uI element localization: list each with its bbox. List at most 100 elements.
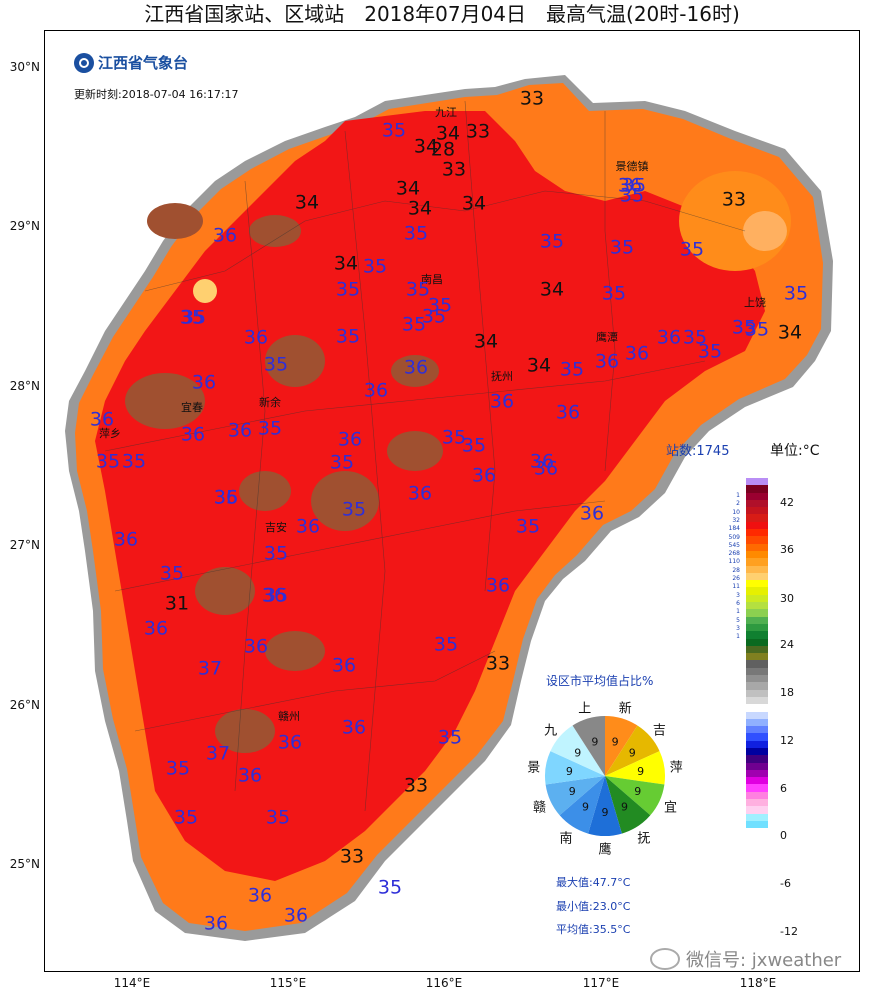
colorbar-cell bbox=[746, 689, 768, 697]
colorbar-cell bbox=[746, 711, 768, 719]
colorbar-tick: -6 bbox=[780, 877, 791, 890]
station-value: 36 bbox=[243, 635, 269, 658]
city-label: 鹰潭 bbox=[596, 331, 618, 344]
pie-label: 宜 bbox=[663, 800, 677, 816]
station-value: 36 bbox=[403, 356, 429, 379]
lat-label: 27°N bbox=[9, 538, 40, 552]
station-value: 33 bbox=[721, 188, 747, 211]
station-value: 35 bbox=[377, 876, 403, 899]
station-value: 36 bbox=[212, 224, 238, 247]
pie-value: 9 bbox=[629, 746, 636, 759]
station-value: 35 bbox=[559, 358, 585, 381]
station-value: 33 bbox=[519, 87, 545, 110]
station-value: 36 bbox=[489, 390, 515, 413]
colorbar-cell bbox=[746, 733, 768, 741]
region-red bbox=[95, 111, 765, 881]
station-value: 36 bbox=[656, 326, 682, 349]
colorbar-cell bbox=[746, 602, 768, 610]
pie-label: 鹰 bbox=[598, 842, 612, 858]
colorbar-count: 10 bbox=[732, 508, 740, 516]
pie-slice bbox=[605, 776, 651, 834]
colorbar-cell bbox=[746, 550, 768, 559]
station-value: 35 bbox=[731, 316, 757, 339]
hotspot bbox=[311, 471, 379, 531]
colorbar-cell bbox=[746, 762, 768, 770]
colorbar-tick: 6 bbox=[780, 782, 787, 795]
colorbar-count: 5 bbox=[736, 616, 740, 624]
lon-label: 115°E bbox=[269, 976, 307, 990]
pie-value: 9 bbox=[634, 785, 641, 798]
colorbar-cell bbox=[746, 813, 768, 821]
hotspot bbox=[215, 709, 275, 753]
city-label: 宜春 bbox=[181, 401, 203, 414]
colorbar-cell bbox=[746, 791, 768, 800]
station-value: 35 bbox=[257, 417, 283, 440]
station-value: 35 bbox=[437, 726, 463, 749]
pie-slice bbox=[572, 716, 605, 776]
pie-slice bbox=[605, 751, 665, 785]
colorbar-cell bbox=[746, 718, 768, 727]
station-value: 35 bbox=[744, 318, 770, 341]
station-value: 35 bbox=[265, 806, 291, 829]
colorbar-cell bbox=[746, 485, 768, 493]
pie-value: 9 bbox=[602, 806, 609, 819]
pie-slice bbox=[559, 776, 605, 834]
station-value: 33 bbox=[441, 158, 467, 181]
colorbar-count: 184 bbox=[728, 525, 740, 533]
logo-text: 江西省气象台 bbox=[98, 54, 189, 72]
colorbar-cell bbox=[746, 696, 768, 705]
city-label: 萍乡 bbox=[99, 427, 121, 440]
pie-slice bbox=[605, 776, 665, 816]
station-value: 36 bbox=[143, 617, 169, 640]
colorbar-cell bbox=[746, 653, 768, 661]
station-value: 36 bbox=[341, 716, 367, 739]
colorbar-cell bbox=[746, 521, 768, 530]
colorbar-cell bbox=[746, 806, 768, 814]
station-value: 36 bbox=[277, 731, 303, 754]
colorbar-count: 1 bbox=[736, 633, 740, 641]
pie-title: 设区市平均值占比% bbox=[546, 674, 654, 688]
station-value: 35 bbox=[213, 486, 239, 509]
station-value: 34 bbox=[539, 278, 565, 301]
logo: 江西省气象台 bbox=[74, 52, 188, 73]
station-value: 35 bbox=[181, 306, 207, 329]
colorbar bbox=[746, 478, 768, 829]
city-label: 抚州 bbox=[491, 370, 513, 383]
pie-value: 9 bbox=[612, 735, 619, 748]
station-value: 36 bbox=[227, 419, 253, 442]
colorbar-cell bbox=[746, 536, 768, 544]
colorbar-cell bbox=[746, 638, 768, 646]
pie-label: 九 bbox=[544, 723, 558, 739]
city-label: 上饶 bbox=[744, 296, 766, 309]
station-value: 35 bbox=[179, 306, 205, 329]
hotspot bbox=[249, 215, 301, 247]
colorbar-cell bbox=[746, 529, 768, 537]
station-value: 36 bbox=[89, 408, 115, 431]
pie-value: 9 bbox=[569, 785, 576, 798]
pie-label: 上 bbox=[578, 701, 592, 717]
colorbar-cell bbox=[746, 587, 768, 595]
pie-value: 9 bbox=[582, 800, 589, 813]
colorbar-cell bbox=[746, 799, 768, 807]
station-value: 35 bbox=[619, 184, 645, 207]
city-label: 景德镇 bbox=[615, 160, 649, 173]
station-value: 35 bbox=[679, 238, 705, 261]
station-value: 36 bbox=[594, 350, 620, 373]
colorbar-cell bbox=[746, 499, 768, 508]
pie-slice bbox=[605, 716, 638, 776]
colorbar-count: 2 bbox=[736, 500, 740, 508]
colorbar-count: 1 bbox=[736, 608, 740, 616]
pie-label: 景 bbox=[527, 760, 541, 776]
lon-label: 116°E bbox=[425, 976, 463, 990]
station-value: 35 bbox=[427, 294, 453, 317]
colorbar-cell bbox=[746, 558, 768, 566]
station-value: 36 bbox=[247, 884, 273, 907]
colorbar-cell bbox=[746, 609, 768, 617]
pie-value: 9 bbox=[591, 735, 598, 748]
station-value: 36 bbox=[471, 464, 497, 487]
colorbar-cell bbox=[746, 747, 768, 756]
pie-label: 萍 bbox=[669, 760, 683, 776]
colorbar-cell bbox=[746, 507, 768, 515]
hotspot bbox=[387, 431, 443, 471]
city-label: 新余 bbox=[259, 396, 281, 409]
